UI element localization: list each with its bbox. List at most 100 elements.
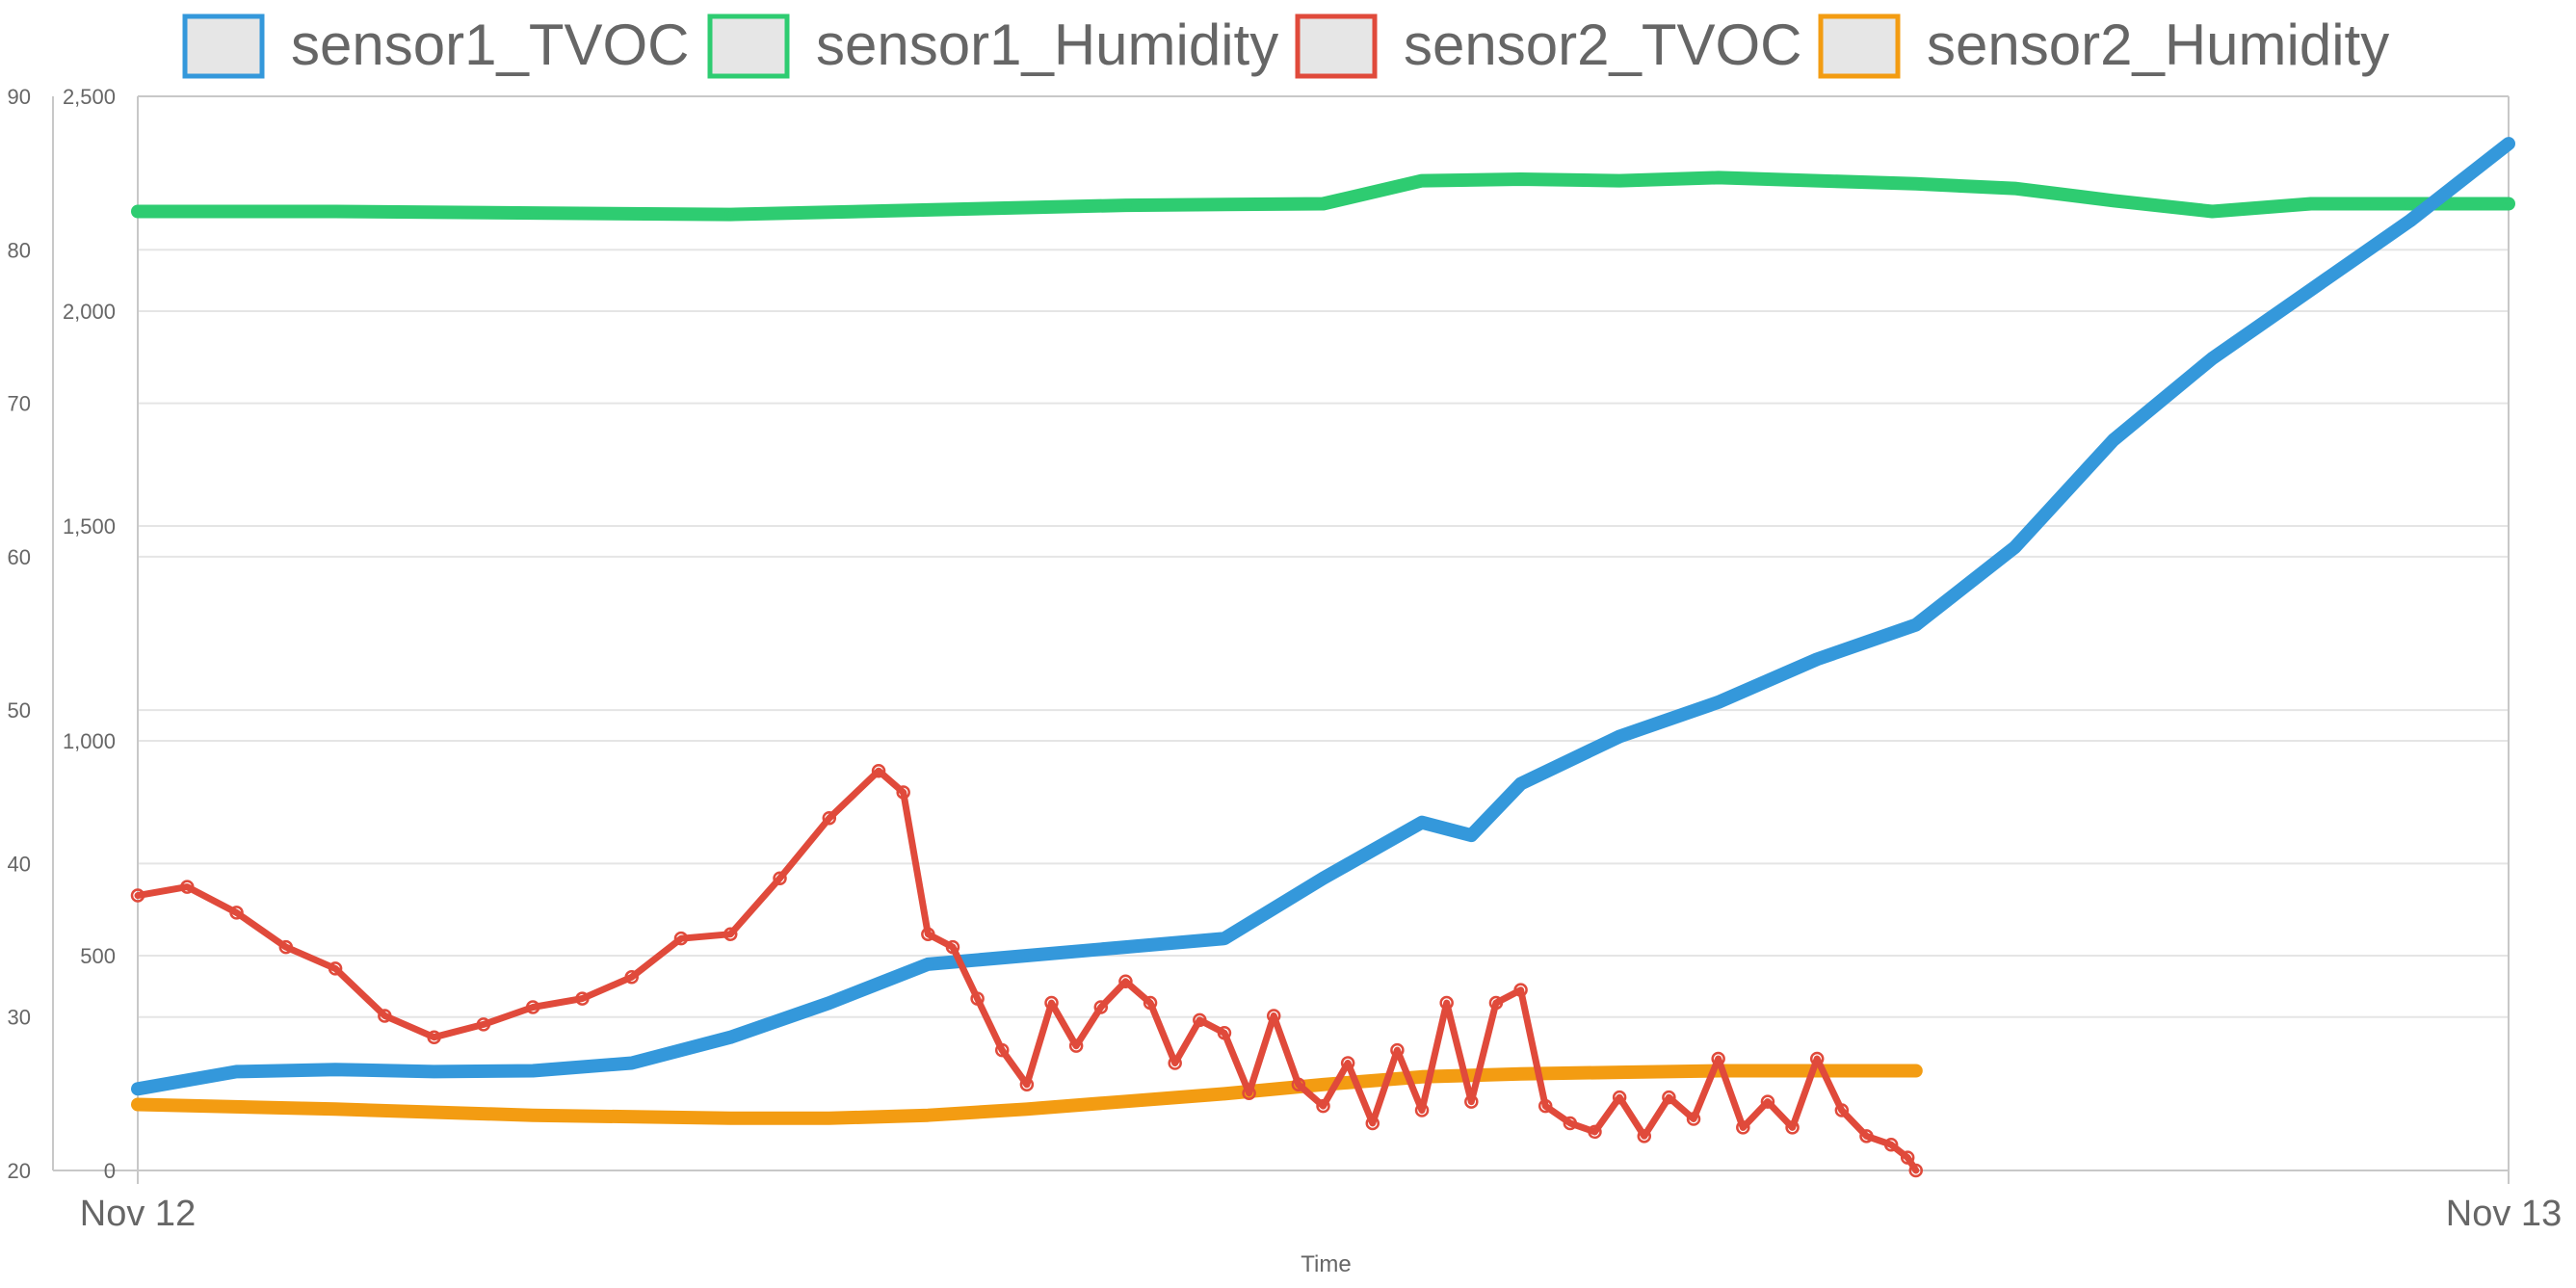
data-point <box>1834 1103 1850 1117</box>
data-point <box>1068 1038 1084 1053</box>
data-point <box>1217 1026 1232 1040</box>
data-point <box>131 1083 145 1095</box>
legend-label: sensor1_TVOC <box>291 13 690 77</box>
data-point <box>1119 940 1132 954</box>
data-point <box>1218 1088 1231 1100</box>
data-point <box>2009 182 2021 195</box>
y-tick-label-humidity: 30 <box>8 1006 31 1030</box>
data-point <box>131 205 145 218</box>
series-sensor1-tvoc[interactable] <box>131 137 2515 1096</box>
data-point <box>1242 1086 1256 1100</box>
data-point <box>2304 197 2318 210</box>
data-point <box>1414 1103 1430 1117</box>
data-point <box>1415 174 1429 187</box>
data-point <box>2502 197 2515 210</box>
data-point <box>328 961 343 976</box>
data-point <box>921 927 935 941</box>
data-point <box>724 1031 737 1043</box>
data-point <box>427 1030 441 1044</box>
series-sensor1-humidity[interactable] <box>131 171 2515 222</box>
data-point <box>1464 1094 1479 1109</box>
data-point <box>180 880 195 894</box>
data-point <box>1909 177 1922 191</box>
y-tick-label-tvoc: 0 <box>104 1159 116 1183</box>
data-point <box>1909 618 1922 631</box>
data-point <box>1020 949 1034 962</box>
data-point <box>2404 197 2416 210</box>
data-point <box>1613 730 1626 743</box>
legend-label: sensor1_Humidity <box>816 13 1278 77</box>
y-tick-label-tvoc: 2,500 <box>63 85 116 109</box>
data-point <box>673 931 689 946</box>
data-point <box>2304 283 2318 296</box>
data-point <box>1316 1098 1330 1114</box>
data-point <box>1637 1129 1652 1143</box>
data-point <box>1662 1090 1676 1105</box>
data-point <box>1317 872 1329 884</box>
data-point <box>1900 1150 1915 1165</box>
data-point <box>1712 696 1724 709</box>
legend-item-sensor1-humidity[interactable]: sensor1_Humidity <box>707 13 1278 79</box>
chart-legend[interactable]: sensor1_TVOC sensor1_Humidity sensor2_TVOC… <box>182 13 2389 79</box>
data-point <box>2009 541 2021 554</box>
data-point <box>1613 1065 1626 1079</box>
data-point <box>1513 983 1528 997</box>
y-tick-label-humidity: 70 <box>8 392 31 416</box>
data-point <box>130 888 145 903</box>
data-point <box>525 1000 540 1014</box>
data-point <box>2206 205 2219 218</box>
data-point <box>1514 172 1527 186</box>
data-point <box>1019 1077 1035 1092</box>
data-point <box>773 871 787 885</box>
data-point <box>624 970 639 985</box>
data-point <box>1785 1120 1800 1135</box>
data-point <box>526 1109 539 1121</box>
data-point <box>945 939 960 955</box>
data-point <box>1514 777 1527 790</box>
data-point <box>476 1017 491 1032</box>
data-point <box>230 1065 243 1078</box>
data-point <box>1859 1129 1874 1143</box>
legend-item-sensor1-tvoc[interactable]: sensor1_TVOC <box>182 13 690 79</box>
data-point <box>1538 1098 1553 1114</box>
data-point <box>2404 215 2416 227</box>
data-point <box>1883 1137 1899 1152</box>
data-point <box>1488 995 1504 1011</box>
y-tick-label-humidity: 90 <box>8 85 31 109</box>
legend-label: sensor2_TVOC <box>1404 13 1802 77</box>
data-point <box>970 991 985 1006</box>
x-tick-label: Nov 12 <box>80 1194 196 1234</box>
data-point <box>1613 174 1626 187</box>
data-point <box>329 1063 342 1076</box>
data-point <box>625 1057 638 1069</box>
series-line <box>131 137 2515 1096</box>
data-point <box>1809 1051 1825 1066</box>
data-point <box>1760 1094 1775 1109</box>
axes: 0 500 1,000 1,500 2,000 2,500 20 30 40 50 60 70 80 90… <box>8 85 2563 1234</box>
legend-item-sensor2-humidity[interactable]: sensor2_Humidity <box>1818 13 2389 79</box>
data-point <box>1612 1090 1627 1105</box>
data-point <box>1317 1078 1329 1091</box>
data-point <box>922 958 934 971</box>
data-point <box>724 208 737 221</box>
data-point <box>1884 1065 1898 1077</box>
data-point <box>1118 974 1133 989</box>
data-point <box>1093 1000 1109 1014</box>
series-sensor2-tvoc[interactable] <box>130 763 1923 1178</box>
data-point <box>823 1112 836 1125</box>
data-point <box>1340 1056 1355 1070</box>
data-point <box>1514 1067 1527 1080</box>
data-point <box>1465 828 1478 842</box>
data-point <box>378 1009 392 1023</box>
data-point <box>526 206 539 220</box>
y-tick-label-humidity: 80 <box>8 238 31 262</box>
data-point <box>1588 1124 1602 1140</box>
x-axis-title: Time <box>1301 1251 1351 1277</box>
data-point <box>2107 434 2120 447</box>
legend-item-sensor2-tvoc[interactable]: sensor2_TVOC <box>1295 13 1802 79</box>
y-tick-label-tvoc: 2,000 <box>63 300 116 324</box>
data-point <box>1415 816 1429 828</box>
data-point <box>871 763 886 778</box>
data-point <box>278 939 294 955</box>
